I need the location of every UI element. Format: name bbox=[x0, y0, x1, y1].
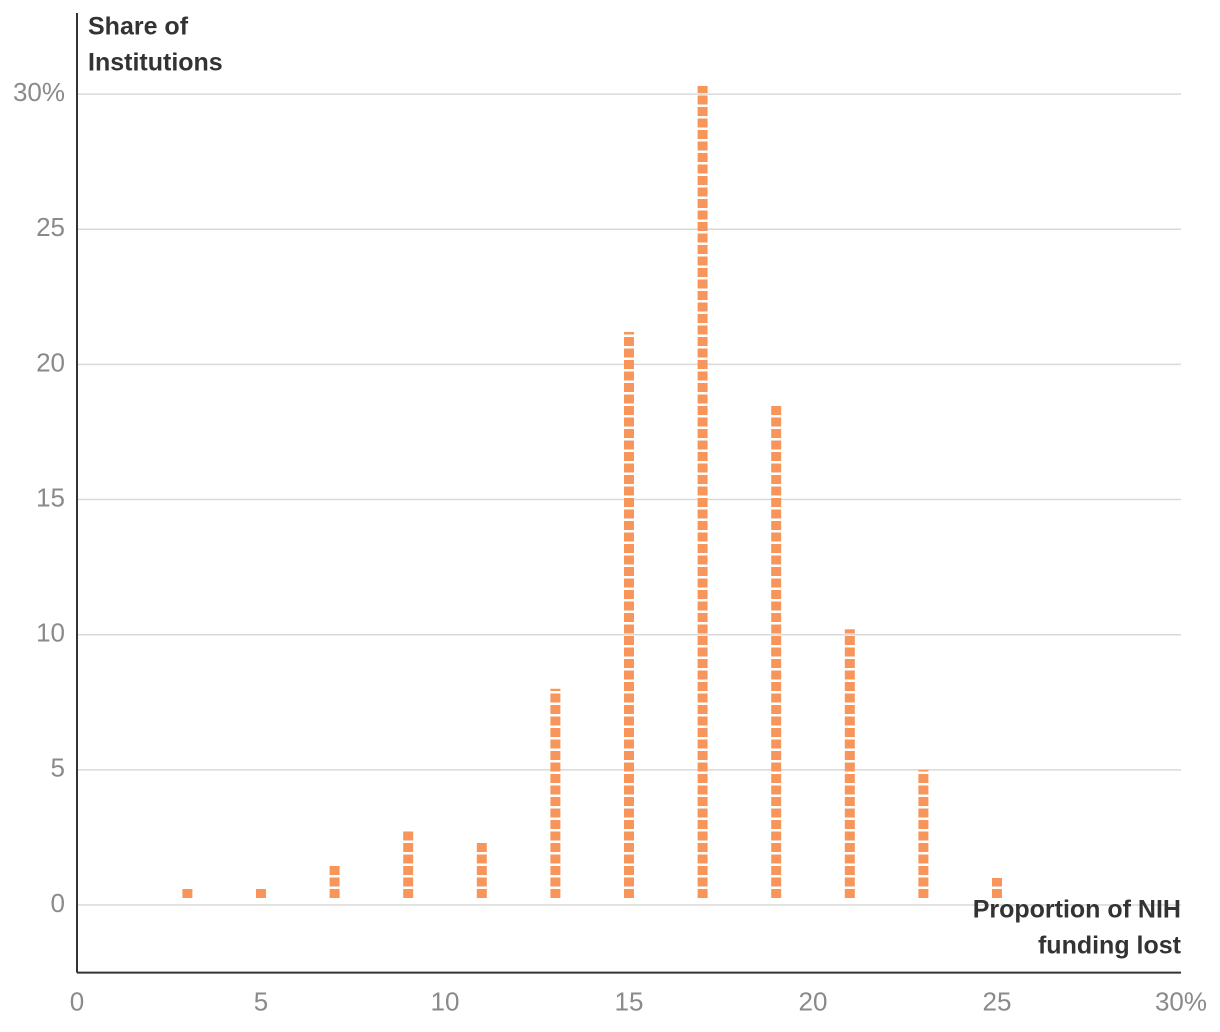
y-axis-label: Share of bbox=[88, 13, 189, 41]
bar bbox=[256, 888, 266, 898]
y-tick-label: 20 bbox=[36, 347, 65, 377]
bar bbox=[771, 404, 782, 898]
bar bbox=[992, 877, 1002, 898]
x-tick-label: 30% bbox=[1155, 986, 1207, 1016]
bar bbox=[329, 864, 340, 898]
bar bbox=[697, 85, 708, 899]
y-tick-label: 5 bbox=[51, 753, 65, 783]
x-tick-label: 15 bbox=[615, 986, 644, 1016]
x-tick-label: 25 bbox=[983, 986, 1012, 1016]
bar bbox=[476, 842, 487, 898]
x-axis-label: funding lost bbox=[1038, 932, 1182, 960]
x-tick-label: 10 bbox=[431, 986, 460, 1016]
y-tick-label: 30% bbox=[13, 77, 65, 107]
bar bbox=[403, 829, 414, 898]
y-tick-label: 25 bbox=[36, 212, 65, 242]
x-tick-label: 20 bbox=[799, 986, 828, 1016]
y-axis-label: Institutions bbox=[88, 49, 223, 77]
x-axis-label: Proportion of NIH bbox=[973, 896, 1181, 924]
bar bbox=[844, 629, 855, 898]
bar bbox=[182, 888, 193, 898]
y-tick-label: 0 bbox=[51, 888, 65, 918]
bar bbox=[918, 769, 929, 898]
y-tick-label: 15 bbox=[36, 482, 65, 512]
bar bbox=[550, 688, 561, 898]
x-tick-label: 0 bbox=[70, 986, 84, 1016]
y-tick-label: 10 bbox=[36, 618, 65, 648]
bar bbox=[624, 331, 634, 898]
x-tick-label: 5 bbox=[254, 986, 268, 1016]
